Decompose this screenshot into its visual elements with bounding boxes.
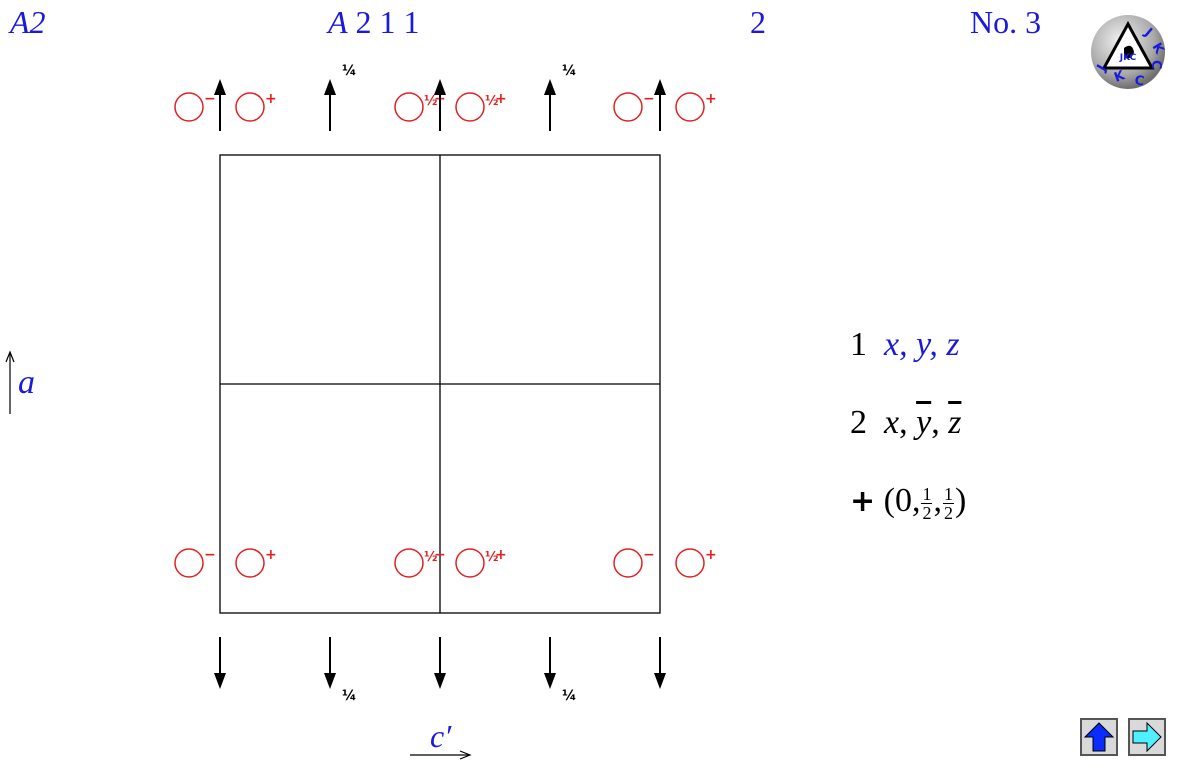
position-circle: + [675, 91, 717, 122]
axis-a-label: a [18, 364, 35, 401]
quarter-label: ¼ [342, 63, 357, 79]
twofold-axis-up: ¼ [324, 63, 357, 131]
twofold-axis-up [214, 79, 226, 131]
jkc-logo-icon: JKC J K C J K C [1091, 15, 1167, 90]
full-symbol-part: 1 [403, 4, 420, 40]
sign-label: + [495, 91, 507, 107]
quarter-label: ¼ [562, 688, 577, 704]
half-label: ½ [424, 94, 437, 109]
twofold-axis-down: ¼ [324, 637, 357, 704]
coord: x [884, 326, 900, 363]
sign-label: − [643, 547, 655, 563]
sign-label: + [265, 547, 277, 563]
jkc-logo[interactable]: JKC J K C J K C [1088, 12, 1168, 97]
svg-text:C: C [1148, 60, 1163, 70]
position-circle: − [613, 91, 655, 122]
position-circle: ½− [394, 547, 446, 578]
quarter-label: ¼ [562, 63, 577, 79]
twofold-axis-up [654, 79, 666, 131]
axis-a-arrow [5, 350, 15, 414]
twofold-axis-down [654, 637, 666, 689]
position-circle: ½+ [455, 91, 507, 122]
sign-label: − [434, 547, 446, 563]
centering-plus: + [850, 484, 876, 519]
axis-c-label: c′ [430, 718, 452, 754]
position-circle: − [174, 547, 216, 578]
full-symbol-part: 2 [355, 4, 372, 40]
sign-label: + [705, 547, 717, 563]
coord-bar: y [916, 404, 932, 441]
number-prefix: No [970, 4, 1010, 40]
sign-label: − [643, 91, 655, 107]
sign-label: + [265, 91, 277, 107]
centering-translation: + (0, 1 2, 1 2) [850, 482, 967, 523]
space-group-number: No. 3 [970, 4, 1041, 41]
quarter-label: ¼ [342, 688, 357, 704]
right-arrow-icon [1132, 721, 1162, 753]
general-positions: −+½−½+−+−+½−½+−+ [174, 91, 717, 578]
sign-label: − [204, 91, 216, 107]
half-label: ½ [485, 94, 498, 109]
position-circle: + [675, 547, 717, 578]
operation-index: 2 [850, 404, 867, 441]
axis-c-arrow [410, 750, 472, 760]
logo-text: JKC [1119, 53, 1137, 63]
full-symbol-lattice: A [328, 4, 348, 40]
centering-close: ) [954, 482, 967, 519]
point-group: 2 [750, 4, 766, 40]
unit-cell-frame [219, 154, 661, 614]
twofold-axis-up: ¼ [544, 63, 577, 131]
half-label: ½ [485, 550, 498, 565]
coord-bar: z [948, 404, 962, 441]
coord: y [916, 326, 930, 363]
operation-index: 1 [850, 326, 867, 363]
position-circle: ½+ [455, 547, 507, 578]
coord: z [946, 326, 960, 363]
up-arrow-icon [1083, 722, 1115, 752]
operation-1: 1 x, y, z [850, 326, 960, 363]
nav-next-button[interactable] [1128, 718, 1166, 756]
number-sep: . [1009, 4, 1018, 40]
position-circle: + [235, 91, 277, 122]
svg-text:C: C [1133, 73, 1145, 89]
short-symbol: A2 [10, 4, 46, 40]
coord: x [884, 404, 900, 441]
twofold-axis-up [434, 79, 446, 131]
nav-up-button[interactable] [1080, 718, 1118, 756]
position-circle: ½− [394, 91, 446, 122]
position-circle: − [174, 91, 216, 122]
twofold-axis-down: ¼ [544, 637, 577, 704]
twofold-axis-down [214, 637, 226, 689]
sign-label: + [495, 547, 507, 563]
position-circle: + [235, 547, 277, 578]
sign-label: − [204, 547, 216, 563]
full-symbol-part: 1 [379, 4, 396, 40]
number-value: 3 [1025, 4, 1042, 40]
position-circle: − [613, 547, 655, 578]
centering-open: (0, [883, 482, 921, 519]
half-label: ½ [424, 550, 437, 565]
twofold-axis-down [434, 637, 446, 689]
sign-label: + [705, 91, 717, 107]
operation-2: 2 x, y, z [850, 404, 962, 441]
